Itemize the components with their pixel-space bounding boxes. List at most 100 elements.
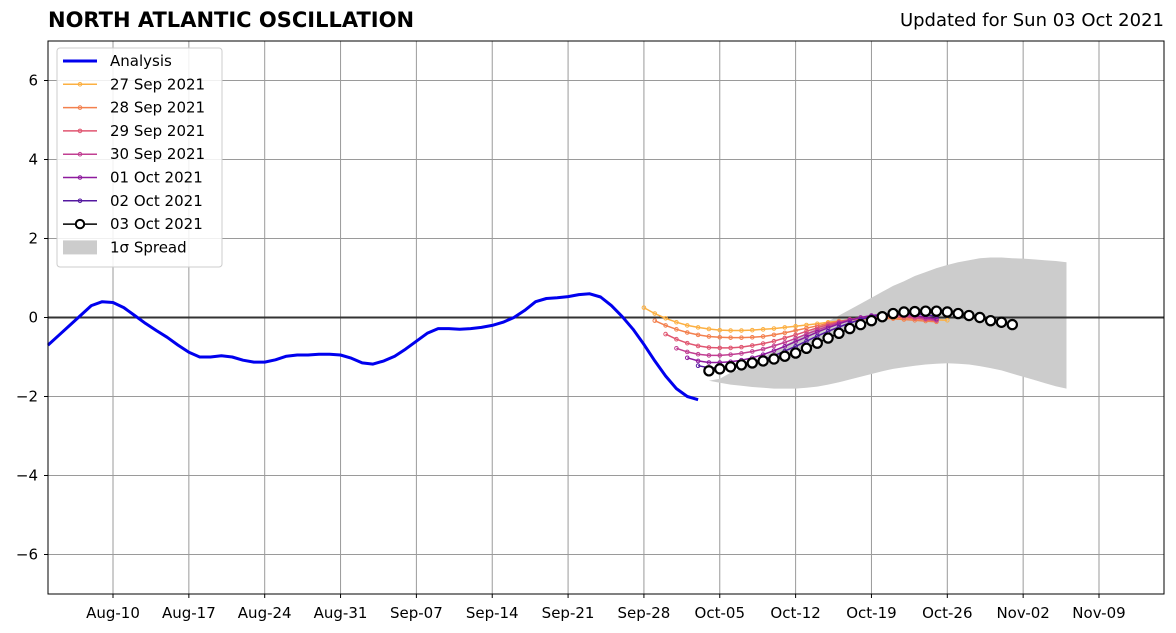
y-tick-label: 2 xyxy=(28,230,38,248)
legend-box xyxy=(56,47,223,268)
legend-marker xyxy=(77,151,83,157)
data-point xyxy=(652,311,658,316)
legend-entry: 28 Sep 2021 xyxy=(63,99,205,117)
data-point xyxy=(652,318,658,323)
legend-entry: 02 Oct 2021 xyxy=(63,192,203,210)
chart-title: NORTH ATLANTIC OSCILLATION xyxy=(48,8,415,32)
data-point xyxy=(974,311,986,324)
data-point xyxy=(833,327,845,339)
data-point xyxy=(735,359,748,371)
data-point xyxy=(760,334,766,339)
data-point xyxy=(663,323,668,328)
data-point xyxy=(782,335,788,341)
data-point xyxy=(717,334,723,340)
data-point xyxy=(760,327,766,332)
legend-marker xyxy=(77,198,83,204)
x-tick-label: Sep-21 xyxy=(542,604,595,622)
y-tick-label: −6 xyxy=(16,546,38,564)
data-point xyxy=(876,311,888,323)
data-point xyxy=(739,344,744,350)
legend-marker xyxy=(77,82,83,87)
data-point xyxy=(760,346,766,352)
data-point xyxy=(684,349,690,355)
data-point xyxy=(724,361,737,373)
data-point xyxy=(779,350,791,362)
data-point xyxy=(728,335,733,340)
plot-frame xyxy=(47,40,1165,595)
data-point xyxy=(674,336,679,342)
data-point xyxy=(728,328,733,333)
data-point xyxy=(684,340,690,346)
legend-entry: 03 Oct 2021 xyxy=(63,215,203,233)
x-tick-label: Sep-07 xyxy=(390,604,443,622)
data-point xyxy=(717,327,723,333)
spread-layer xyxy=(698,257,1067,401)
legend: Analysis 27 Sep 2021 28 Sep 2021 29 Sep 202… xyxy=(56,47,223,268)
data-point xyxy=(804,329,809,334)
data-point xyxy=(684,355,690,361)
data-point xyxy=(789,347,802,359)
x-tick-label: Nov-02 xyxy=(996,604,1049,622)
legend-label: 02 Oct 2021 xyxy=(110,192,203,210)
legend-entry: 1σ Spread xyxy=(63,238,187,256)
data-point xyxy=(984,314,997,327)
data-point xyxy=(909,305,921,318)
legend-entry: 01 Oct 2021 xyxy=(63,169,203,187)
series-line xyxy=(654,317,937,339)
data-point xyxy=(822,332,834,344)
data-point xyxy=(749,327,755,333)
legend-entry: 30 Sep 2021 xyxy=(63,145,205,163)
data-point xyxy=(749,334,755,340)
data-point xyxy=(771,348,777,353)
analysis-layer xyxy=(46,292,699,402)
legend-label: 27 Sep 2021 xyxy=(110,75,205,93)
data-point xyxy=(793,339,798,344)
data-point xyxy=(728,352,733,357)
data-point xyxy=(945,317,950,323)
data-point xyxy=(706,353,712,358)
spread-band xyxy=(698,257,1067,401)
x-tick-label: Aug-24 xyxy=(238,604,292,622)
data-point xyxy=(703,365,715,377)
data-point xyxy=(749,343,755,348)
data-point xyxy=(674,319,679,325)
legend-entry: 29 Sep 2021 xyxy=(63,122,205,140)
data-point xyxy=(728,345,733,351)
legend-label: 03 Oct 2021 xyxy=(110,215,203,233)
data-point xyxy=(804,334,809,340)
data-point xyxy=(739,335,744,340)
data-point xyxy=(844,322,856,335)
data-point xyxy=(1006,318,1019,331)
data-point xyxy=(706,345,712,350)
data-point xyxy=(757,355,769,367)
forecast-series-layer xyxy=(641,305,1019,377)
data-point xyxy=(641,305,647,310)
legend-marker xyxy=(74,218,86,230)
data-point xyxy=(771,338,777,344)
data-point xyxy=(760,341,766,346)
x-tick-label: Oct-19 xyxy=(846,604,896,622)
data-point xyxy=(847,317,853,323)
data-point xyxy=(804,331,809,337)
data-point xyxy=(663,331,668,337)
data-point xyxy=(771,332,777,338)
x-tick-label: Oct-05 xyxy=(695,604,745,622)
axis-ticks: Aug-10 Aug-17 Aug-24 Aug-31 Sep-07 Sep-14 Sep-… xyxy=(16,72,1126,623)
legend-entry: 27 Sep 2021 xyxy=(63,75,205,93)
legend-entry: Analysis xyxy=(63,52,172,70)
legend-label: Analysis xyxy=(110,52,172,70)
y-tick-label: 6 xyxy=(28,72,38,90)
data-point xyxy=(771,343,777,349)
data-point xyxy=(941,306,954,318)
legend-label: 01 Oct 2021 xyxy=(110,169,203,187)
data-point xyxy=(898,306,910,318)
data-point xyxy=(717,353,723,358)
data-point xyxy=(695,325,701,330)
legend-marker xyxy=(77,175,83,180)
data-point xyxy=(695,351,701,357)
data-point xyxy=(800,342,813,355)
legend-label: 28 Sep 2021 xyxy=(110,99,205,117)
legend-marker xyxy=(77,105,83,110)
data-point xyxy=(854,318,867,331)
data-point xyxy=(811,337,823,349)
